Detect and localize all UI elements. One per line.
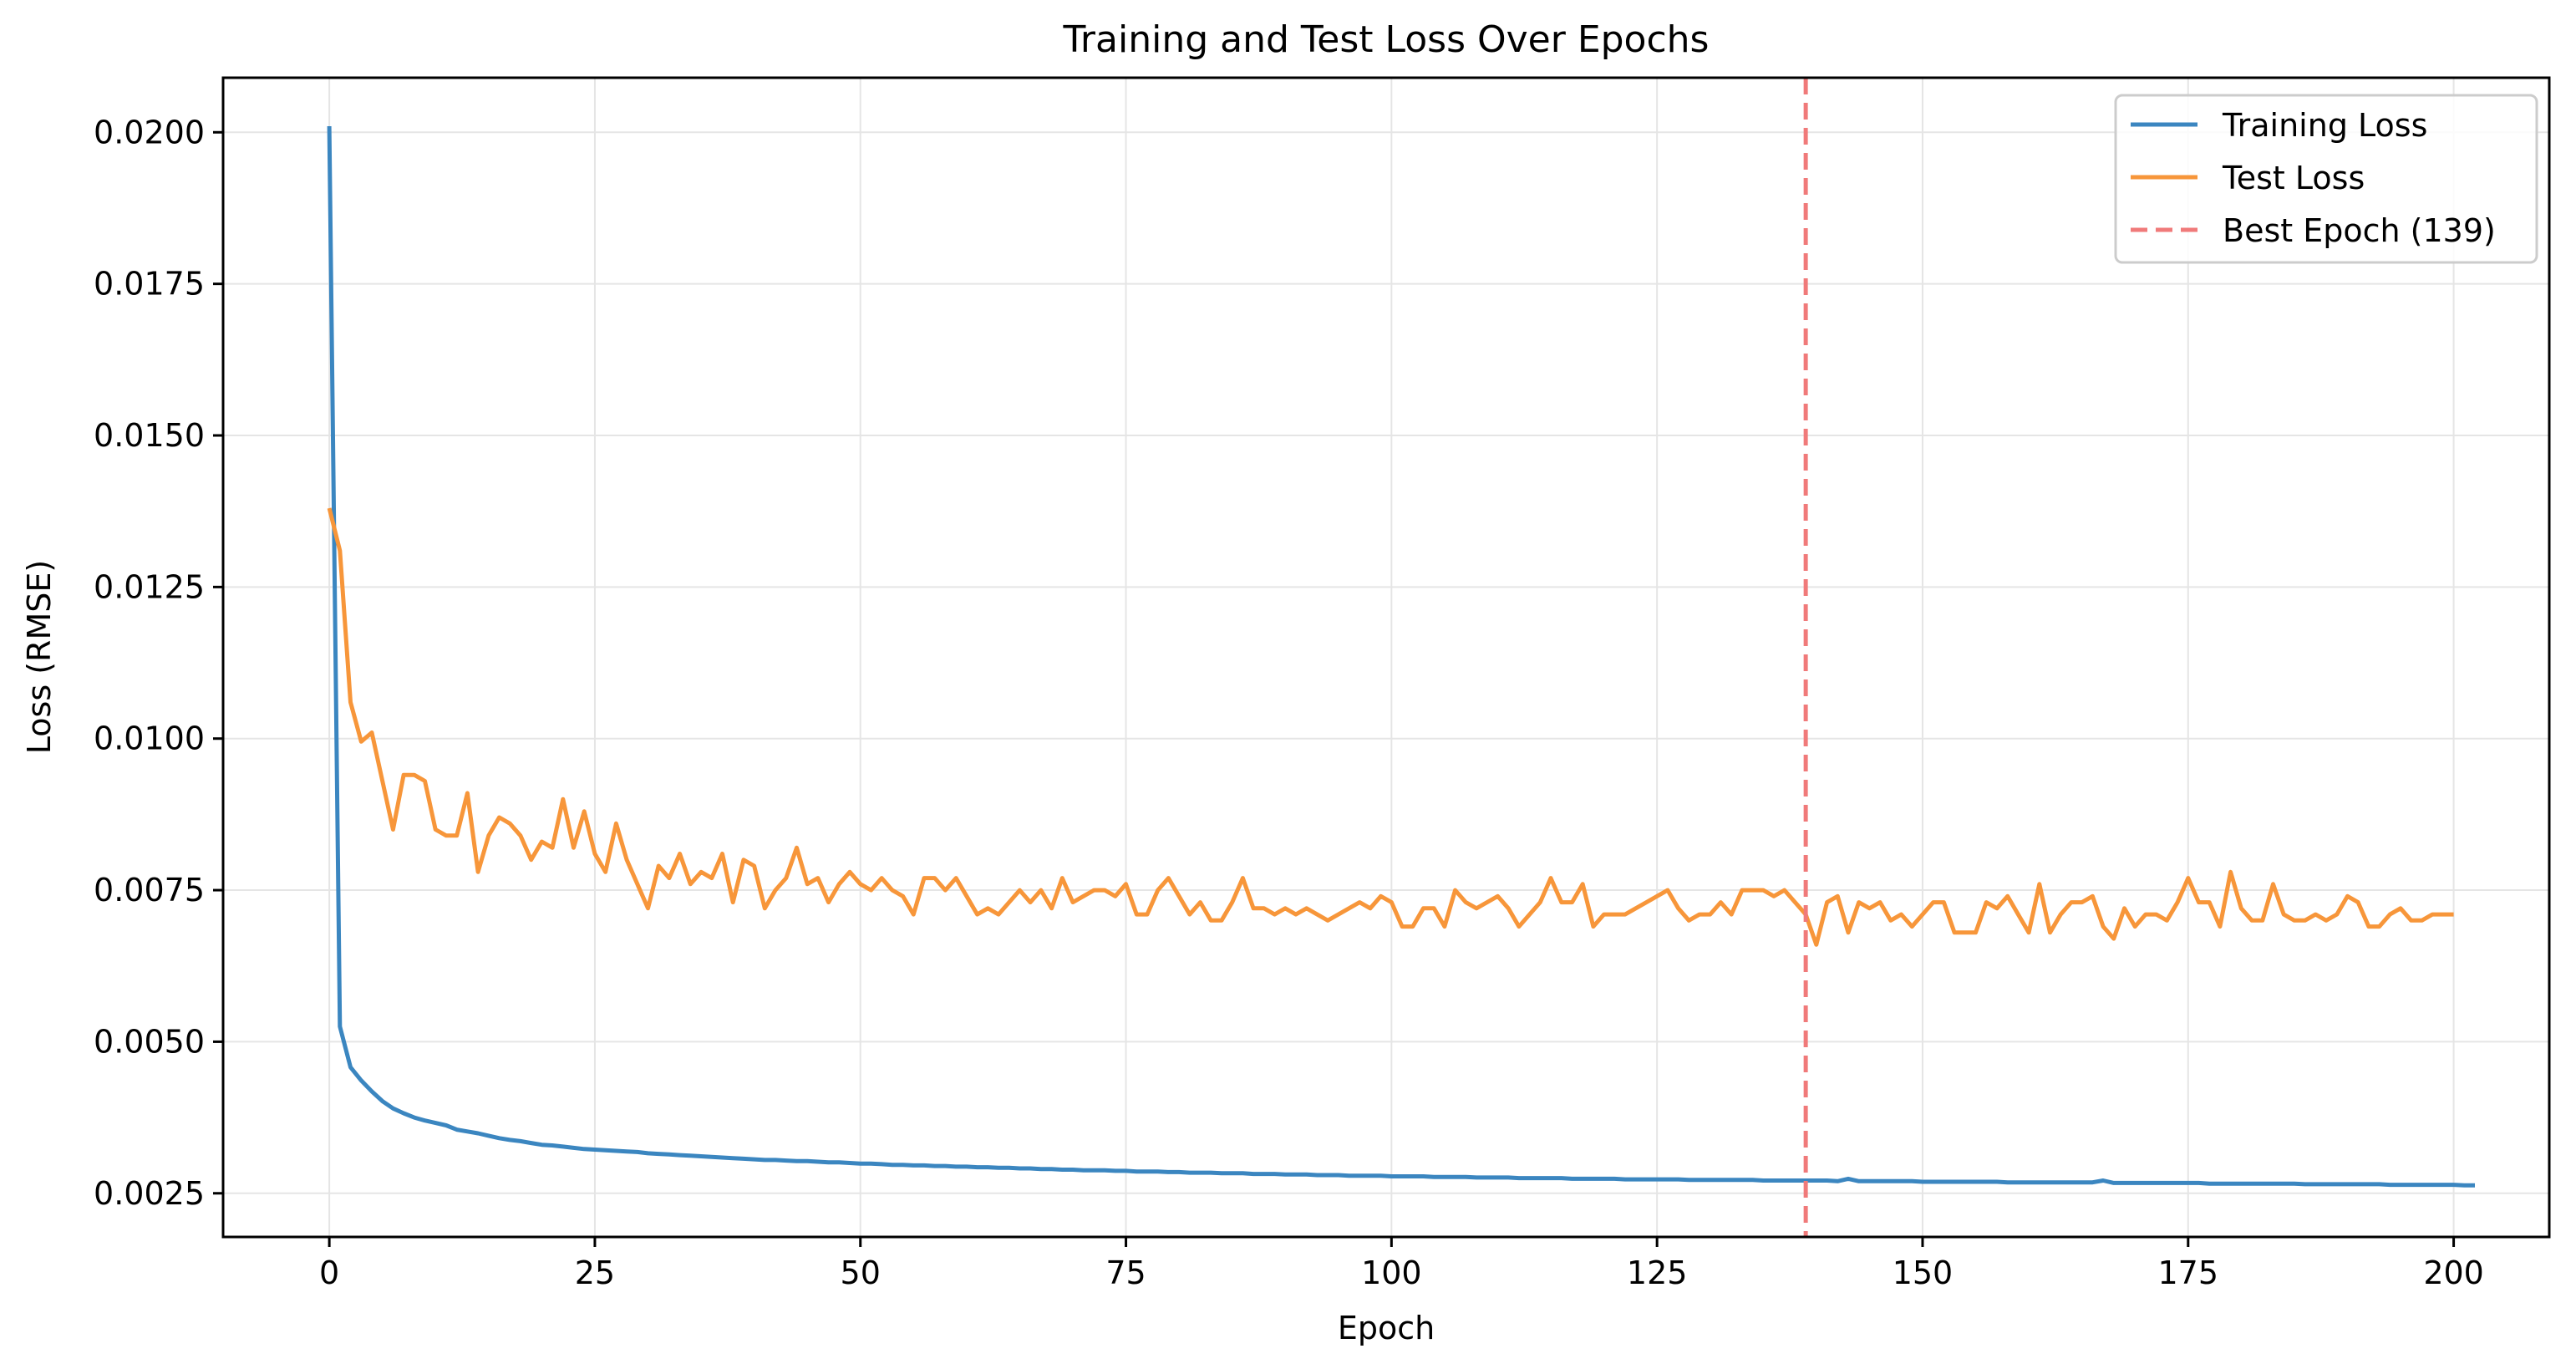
y-axis-label: Loss (RMSE) [21,560,58,754]
legend-label-test-loss: Test Loss [2222,160,2365,196]
y-axis-ticks: 0.0025 0.0050 0.0075 0.0100 0.0125 0.0150 0.01… [94,114,223,1212]
y-tick-label: 0.0175 [94,266,205,303]
y-tick-label: 0.0150 [94,417,205,454]
x-tick-label: 50 [841,1254,881,1291]
x-tick-label: 125 [1627,1254,1688,1291]
plot-frame [221,76,2551,1239]
series-line-test-loss [327,507,2454,947]
x-axis-ticks: 0 25 50 75 100 125 150 175 200 [319,1237,2484,1291]
x-tick-label: 100 [1361,1254,1422,1291]
y-tick-label: 0.0075 [94,872,205,908]
y-tick-label: 0.0050 [94,1023,205,1060]
y-tick-label: 0.0100 [94,720,205,757]
series-line-training-loss [327,125,2475,1188]
legend-label-best-epoch: Best Epoch (139) [2223,212,2496,249]
legend: Training Loss Test Loss Best Epoch (139) [2114,94,2538,264]
x-tick-label: 75 [1105,1254,1146,1291]
legend-label-training-loss: Training Loss [2222,107,2427,144]
y-tick-label: 0.0125 [94,568,205,605]
series-lines [327,125,2475,1188]
x-tick-label: 175 [2158,1254,2219,1291]
y-tick-label: 0.0200 [94,114,205,150]
x-tick-label: 150 [1893,1254,1954,1291]
x-axis-label: Epoch [1338,1310,1435,1346]
legend-box [2114,94,2538,264]
x-tick-label: 200 [2423,1254,2484,1291]
y-tick-label: 0.0025 [94,1175,205,1212]
grid-lines [223,78,2549,1237]
x-tick-label: 0 [319,1254,339,1291]
x-tick-label: 25 [575,1254,615,1291]
chart-title: Training and Test Loss Over Epochs [1063,18,1710,61]
